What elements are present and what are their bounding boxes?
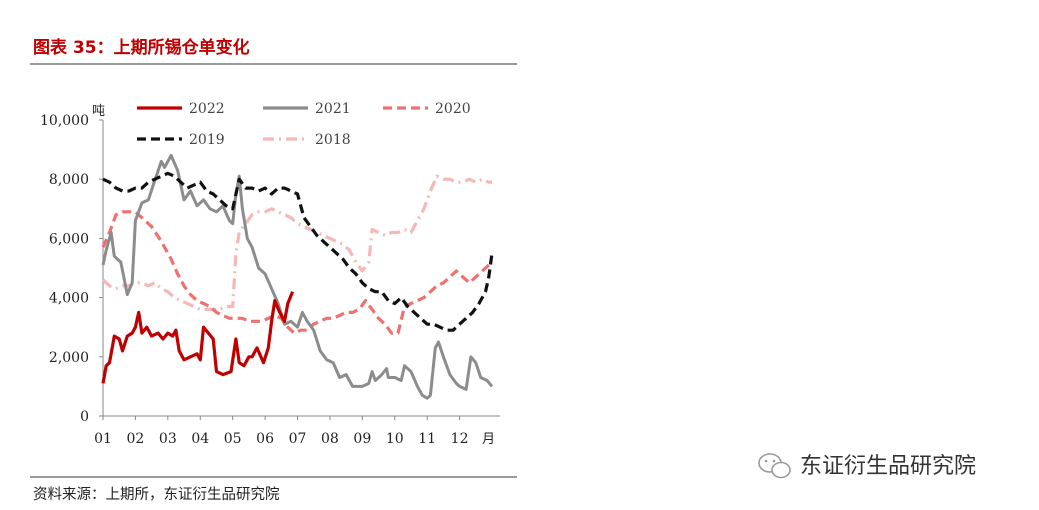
x-tick-labels: 01 02 03 04 05 06 07 08 09 10 11 12: [94, 416, 468, 447]
x-axis-unit: 月: [482, 432, 495, 447]
y-tick-label: 0: [80, 409, 89, 425]
source-note: 资料来源：上期所，东证衍生品研究院: [33, 486, 280, 503]
y-tick-labels: 0 2,000 4,000 6,000 8,000 10,000: [40, 113, 103, 425]
series-line-2022: [101, 291, 295, 384]
series-line-2021: [101, 154, 494, 400]
x-tick-label: 04: [191, 431, 209, 447]
y-tick-label: 4,000: [49, 291, 89, 307]
y-axis-unit: 吨: [92, 104, 105, 119]
x-tick-label: 02: [127, 431, 145, 447]
watermark: 东证衍生品研究院: [758, 453, 976, 479]
legend-label-2021: 2021: [315, 101, 351, 117]
watermark-text: 东证衍生品研究院: [800, 454, 976, 479]
y-tick-label: 6,000: [49, 231, 89, 247]
x-tick-label: 10: [386, 431, 404, 447]
x-tick-label: 11: [418, 431, 436, 447]
x-tick-label: 06: [256, 431, 274, 447]
plot-area: 吨 月 0 2,000 4,000 6,000 8,000 10,000 01 02 03 04…: [40, 104, 500, 447]
x-tick-label: 07: [289, 431, 307, 447]
y-tick-label: 10,000: [40, 113, 89, 129]
figure-title: 图表 35：上期所锡仓单变化: [33, 37, 250, 58]
series-line-2018: [101, 174, 492, 311]
y-tick-label: 2,000: [49, 350, 89, 366]
legend-label-2020: 2020: [435, 101, 471, 117]
legend-label-2018: 2018: [315, 132, 351, 148]
y-tick-label: 8,000: [49, 172, 89, 188]
series-line-2019: [102, 171, 494, 332]
legend-label-2019: 2019: [189, 132, 225, 148]
legend-label-2022: 2022: [189, 101, 225, 117]
wechat-icon: [758, 453, 791, 479]
x-tick-label: 08: [321, 431, 339, 447]
x-tick-label: 09: [353, 431, 371, 447]
x-tick-label: 03: [159, 431, 177, 447]
series-lines: [101, 154, 494, 400]
x-tick-label: 01: [94, 431, 112, 447]
series-line-2020: [101, 210, 494, 335]
x-tick-label: 05: [224, 431, 242, 447]
legend: 2022 2021 2020 2019 2018: [137, 101, 471, 148]
x-tick-label: 12: [451, 431, 469, 447]
